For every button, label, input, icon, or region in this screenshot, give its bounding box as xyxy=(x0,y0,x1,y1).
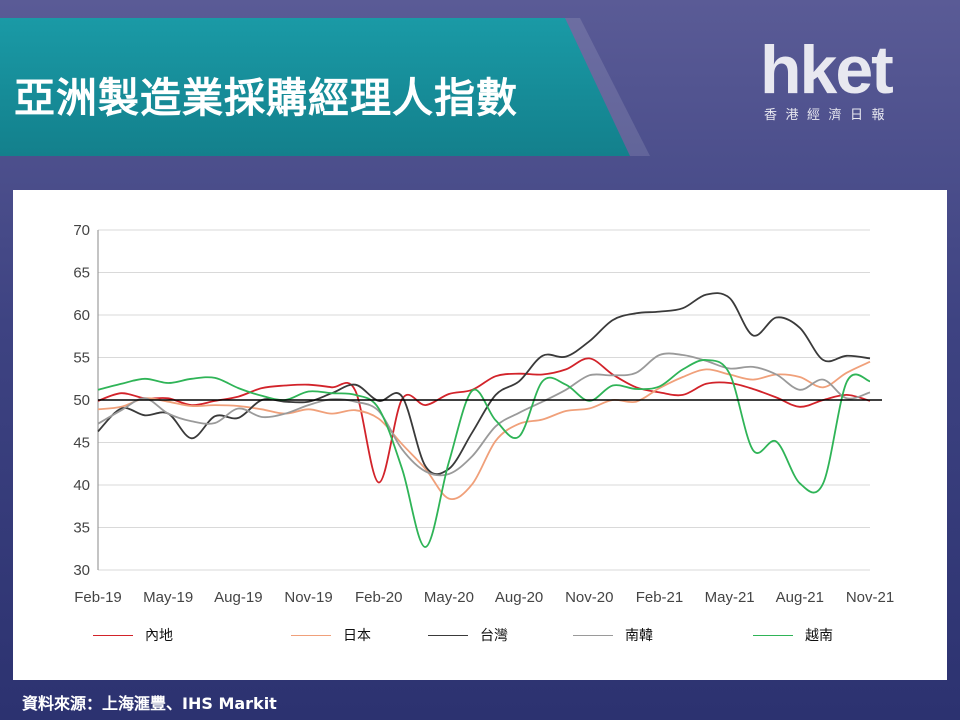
y-tick-label: 70 xyxy=(73,222,90,239)
legend-label: 南韓 xyxy=(625,628,653,644)
x-tick-label: Aug-20 xyxy=(495,589,543,606)
x-tick-label: Feb-19 xyxy=(74,589,122,606)
x-tick-label: Nov-20 xyxy=(565,589,613,606)
x-tick-label: May-20 xyxy=(424,589,474,606)
y-tick-label: 50 xyxy=(73,392,90,409)
x-tick-label: Feb-20 xyxy=(355,589,403,606)
series-line-china xyxy=(97,357,871,484)
legend-label: 台灣 xyxy=(480,628,508,644)
x-tick-label: Nov-19 xyxy=(284,589,332,606)
legend-item-japan: 日本 xyxy=(291,620,371,650)
logo-wordmark: hket xyxy=(760,32,894,108)
chart-panel: 30 35 40 45 50 55 60 65 70 Feb-19 May-19 Aug-19 Nov-… xyxy=(13,190,947,680)
x-tick-label: Feb-21 xyxy=(636,589,684,606)
y-tick-label: 45 xyxy=(73,435,90,452)
series-line-korea xyxy=(97,352,871,477)
legend-swatch xyxy=(573,634,613,636)
x-tick-label: May-19 xyxy=(143,589,193,606)
legend-label: 越南 xyxy=(805,628,833,644)
hket-logo: hket 香港經濟日報 xyxy=(760,30,920,130)
chart-legend: 內地 日本 台灣 南韓 越南 xyxy=(13,620,947,650)
y-tick-label: 35 xyxy=(73,520,90,537)
legend-label: 內地 xyxy=(145,628,173,644)
x-tick-label: May-21 xyxy=(705,589,755,606)
x-tick-label: Aug-19 xyxy=(214,589,262,606)
pmi-line-chart: 30 35 40 45 50 55 60 65 70 Feb-19 May-19 Aug-19 Nov-… xyxy=(73,222,894,606)
y-tick-label: 30 xyxy=(73,562,90,579)
legend-swatch xyxy=(428,634,468,636)
legend-item-vietnam: 越南 xyxy=(753,620,833,650)
logo-subtitle: 香港經濟日報 xyxy=(764,108,894,123)
y-tick-label: 55 xyxy=(73,350,90,367)
legend-item-taiwan: 台灣 xyxy=(428,620,508,650)
legend-item-china: 內地 xyxy=(93,620,173,650)
x-tick-label: Aug-21 xyxy=(776,589,824,606)
title-banner xyxy=(0,18,630,156)
legend-label: 日本 xyxy=(343,628,371,644)
x-tick-label: Nov-21 xyxy=(846,589,894,606)
series-line-vietnam xyxy=(97,359,871,548)
legend-swatch xyxy=(291,634,331,636)
legend-swatch xyxy=(93,634,133,636)
source-note: 資料來源：上海滙豐、IHS Markit xyxy=(22,694,277,713)
series-line-taiwan xyxy=(97,292,871,476)
legend-item-korea: 南韓 xyxy=(573,620,653,650)
legend-swatch xyxy=(753,634,793,636)
page-title: 亞洲製造業採購經理人指數 xyxy=(14,74,518,122)
y-tick-label: 60 xyxy=(73,307,90,324)
y-tick-label: 40 xyxy=(73,477,90,494)
series-line-japan xyxy=(97,360,871,501)
y-tick-label: 65 xyxy=(73,265,90,282)
